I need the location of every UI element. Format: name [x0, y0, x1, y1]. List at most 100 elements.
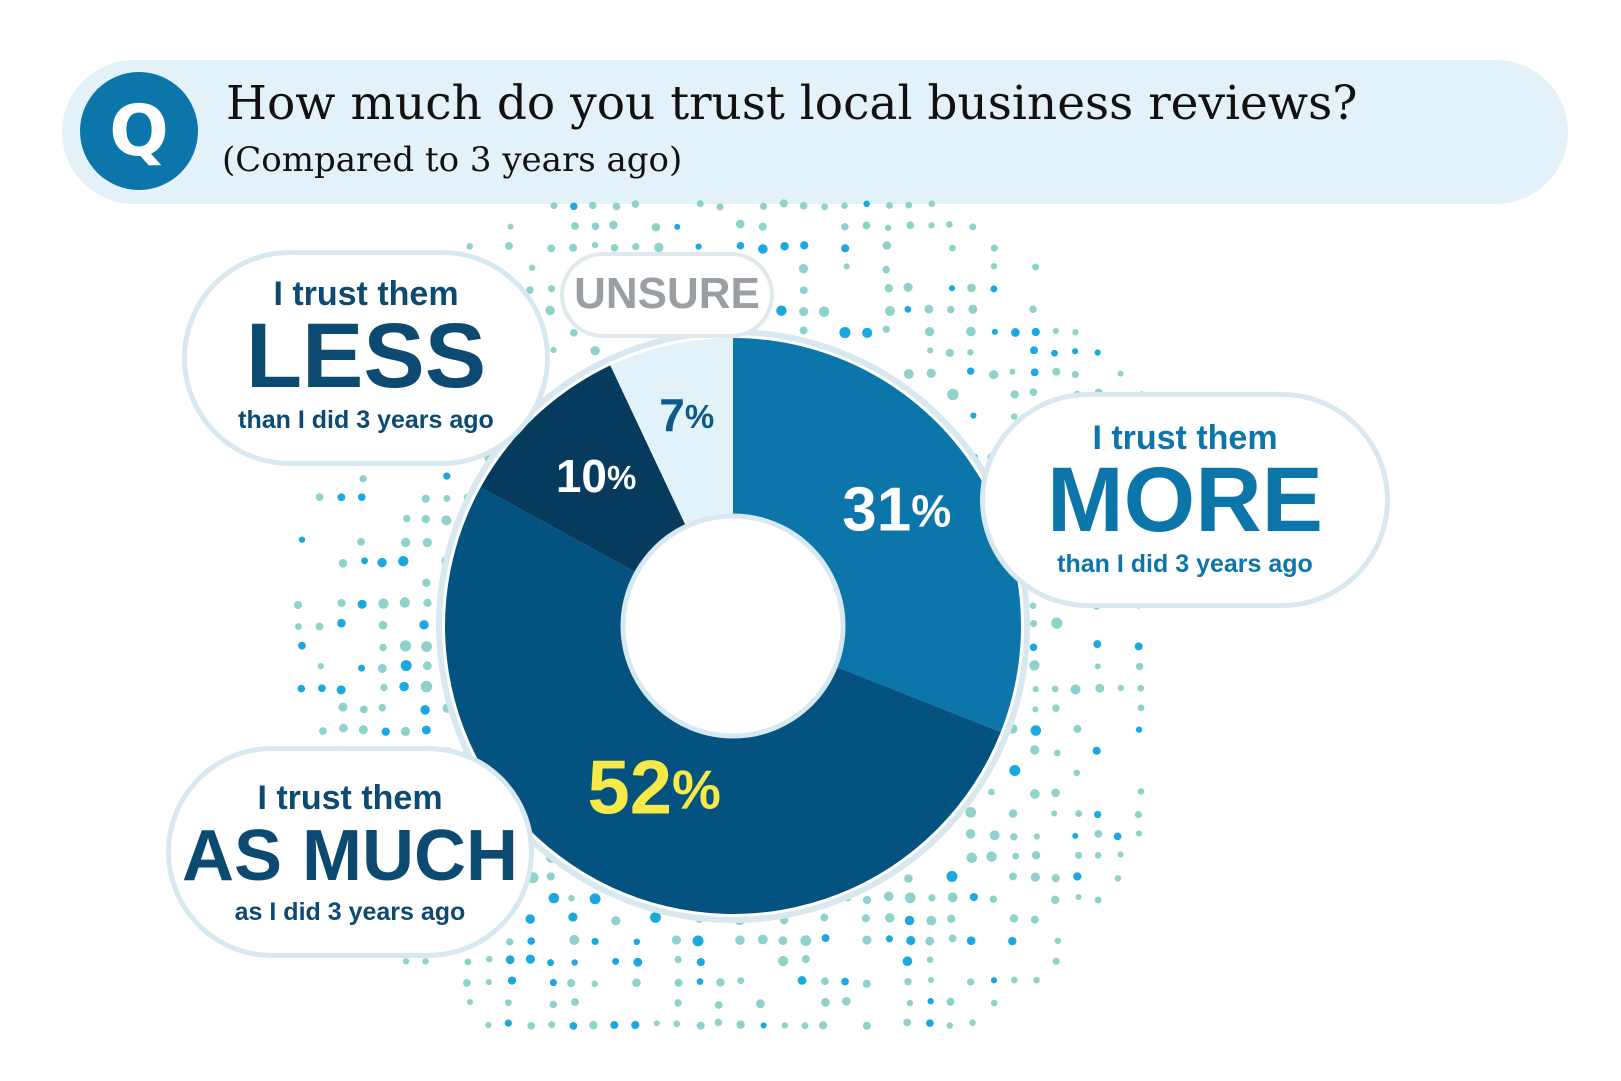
halftone-dot: [339, 723, 348, 733]
halftone-dot: [949, 244, 956, 252]
halftone-dot: [423, 598, 432, 607]
halftone-dot: [799, 307, 809, 317]
halftone-dot: [986, 851, 997, 862]
halftone-dot: [1011, 328, 1020, 337]
halftone-dot: [359, 705, 368, 714]
halftone-dot: [735, 935, 745, 945]
halftone-dot: [378, 703, 387, 712]
halftone-dot: [1135, 726, 1143, 733]
halftone-dot: [799, 326, 808, 335]
halftone-dot: [928, 894, 936, 902]
halftone-dot: [674, 223, 681, 230]
halftone-dot: [589, 893, 601, 905]
halftone-dot: [654, 242, 664, 253]
halftone-dot: [315, 622, 324, 631]
halftone-dot: [990, 977, 998, 984]
halftone-dot: [966, 852, 978, 864]
halftone-dot: [1075, 810, 1083, 817]
halftone-dot: [947, 305, 955, 314]
halftone-dot: [295, 623, 302, 630]
halftone-dot: [925, 936, 935, 946]
halftone-dot: [443, 472, 451, 480]
halftone-dot: [567, 979, 576, 988]
halftone-dot: [466, 242, 474, 250]
halftone-dot: [1008, 936, 1017, 946]
halftone-dot: [1009, 872, 1017, 881]
halftone-dot: [1051, 349, 1058, 357]
halftone-dot: [970, 412, 977, 419]
halftone-dot: [338, 702, 348, 712]
halftone-dot: [401, 726, 411, 737]
halftone-dot: [821, 997, 830, 1007]
halftone-dot: [399, 597, 410, 608]
halftone-dot: [570, 202, 578, 211]
halftone-dot: [799, 201, 808, 210]
halftone-dot: [571, 222, 579, 230]
halftone-dot: [904, 306, 912, 313]
halftone-dot: [1117, 684, 1124, 692]
halftone-dot: [631, 1020, 640, 1030]
halftone-dot: [755, 999, 765, 1009]
halftone-dot: [714, 1018, 723, 1027]
halftone-dot: [378, 620, 388, 630]
halftone-dot: [399, 681, 409, 692]
halftone-dot: [377, 663, 387, 673]
halftone-dot: [337, 598, 346, 608]
halftone-dot: [843, 263, 850, 270]
halftone-dot: [1075, 894, 1082, 901]
halftone-dot: [969, 1019, 976, 1026]
halftone-dot: [571, 959, 578, 966]
halftone-dot: [571, 998, 579, 1006]
halftone-dot: [1030, 620, 1038, 628]
halftone-dot: [338, 559, 348, 568]
halftone-dot: [818, 306, 830, 317]
value-label-more: 31%: [842, 476, 951, 545]
halftone-dot: [1094, 829, 1103, 838]
halftone-dot: [966, 978, 975, 986]
halftone-dot: [1009, 764, 1021, 776]
halftone-dot: [568, 912, 578, 922]
halftone-dot: [1033, 976, 1040, 984]
halftone-dot: [421, 514, 431, 524]
halftone-dot: [801, 955, 810, 964]
label-as-much-main: AS MUCH: [182, 816, 518, 896]
halftone-dot: [781, 1022, 788, 1029]
halftone-dot: [1032, 706, 1039, 713]
halftone-dot: [1051, 617, 1063, 629]
halftone-dot: [821, 203, 829, 211]
halftone-dot: [1075, 851, 1083, 859]
halftone-dot: [1093, 640, 1102, 649]
halftone-dot: [1032, 263, 1040, 271]
halftone-dot: [696, 958, 705, 967]
halftone-dot: [862, 935, 872, 945]
halftone-dot: [1094, 896, 1102, 904]
halftone-dot: [903, 1018, 912, 1027]
label-less-tail: than I did 3 years ago: [238, 406, 494, 434]
label-bubble-more: I trust them MORE than I did 3 years ago: [980, 392, 1390, 608]
halftone-dot: [505, 955, 515, 965]
halftone-dot: [485, 1021, 492, 1029]
halftone-dot: [819, 1021, 828, 1030]
halftone-dot: [1009, 368, 1016, 375]
halftone-dot: [547, 244, 556, 253]
halftone-dot: [1010, 833, 1018, 841]
halftone-dot: [568, 894, 575, 902]
halftone-dot: [591, 241, 599, 249]
halftone-dot: [504, 1019, 512, 1027]
halftone-dot: [1134, 811, 1142, 819]
halftone-dot: [1135, 830, 1143, 837]
halftone-dot: [862, 979, 871, 988]
halftone-dot: [1137, 684, 1145, 692]
halftone-dot: [885, 913, 895, 923]
label-more-main: MORE: [1047, 449, 1323, 551]
halftone-dot: [1029, 660, 1040, 671]
halftone-dot: [905, 201, 913, 209]
halftone-dot: [1073, 872, 1082, 881]
halftone-dot: [1052, 327, 1059, 334]
halftone-dot: [1030, 745, 1040, 755]
halftone-dot: [315, 493, 324, 501]
halftone-dot: [968, 304, 978, 314]
halftone-dot: [651, 222, 661, 232]
halftone-dot: [399, 640, 412, 652]
halftone-dot: [924, 304, 934, 314]
